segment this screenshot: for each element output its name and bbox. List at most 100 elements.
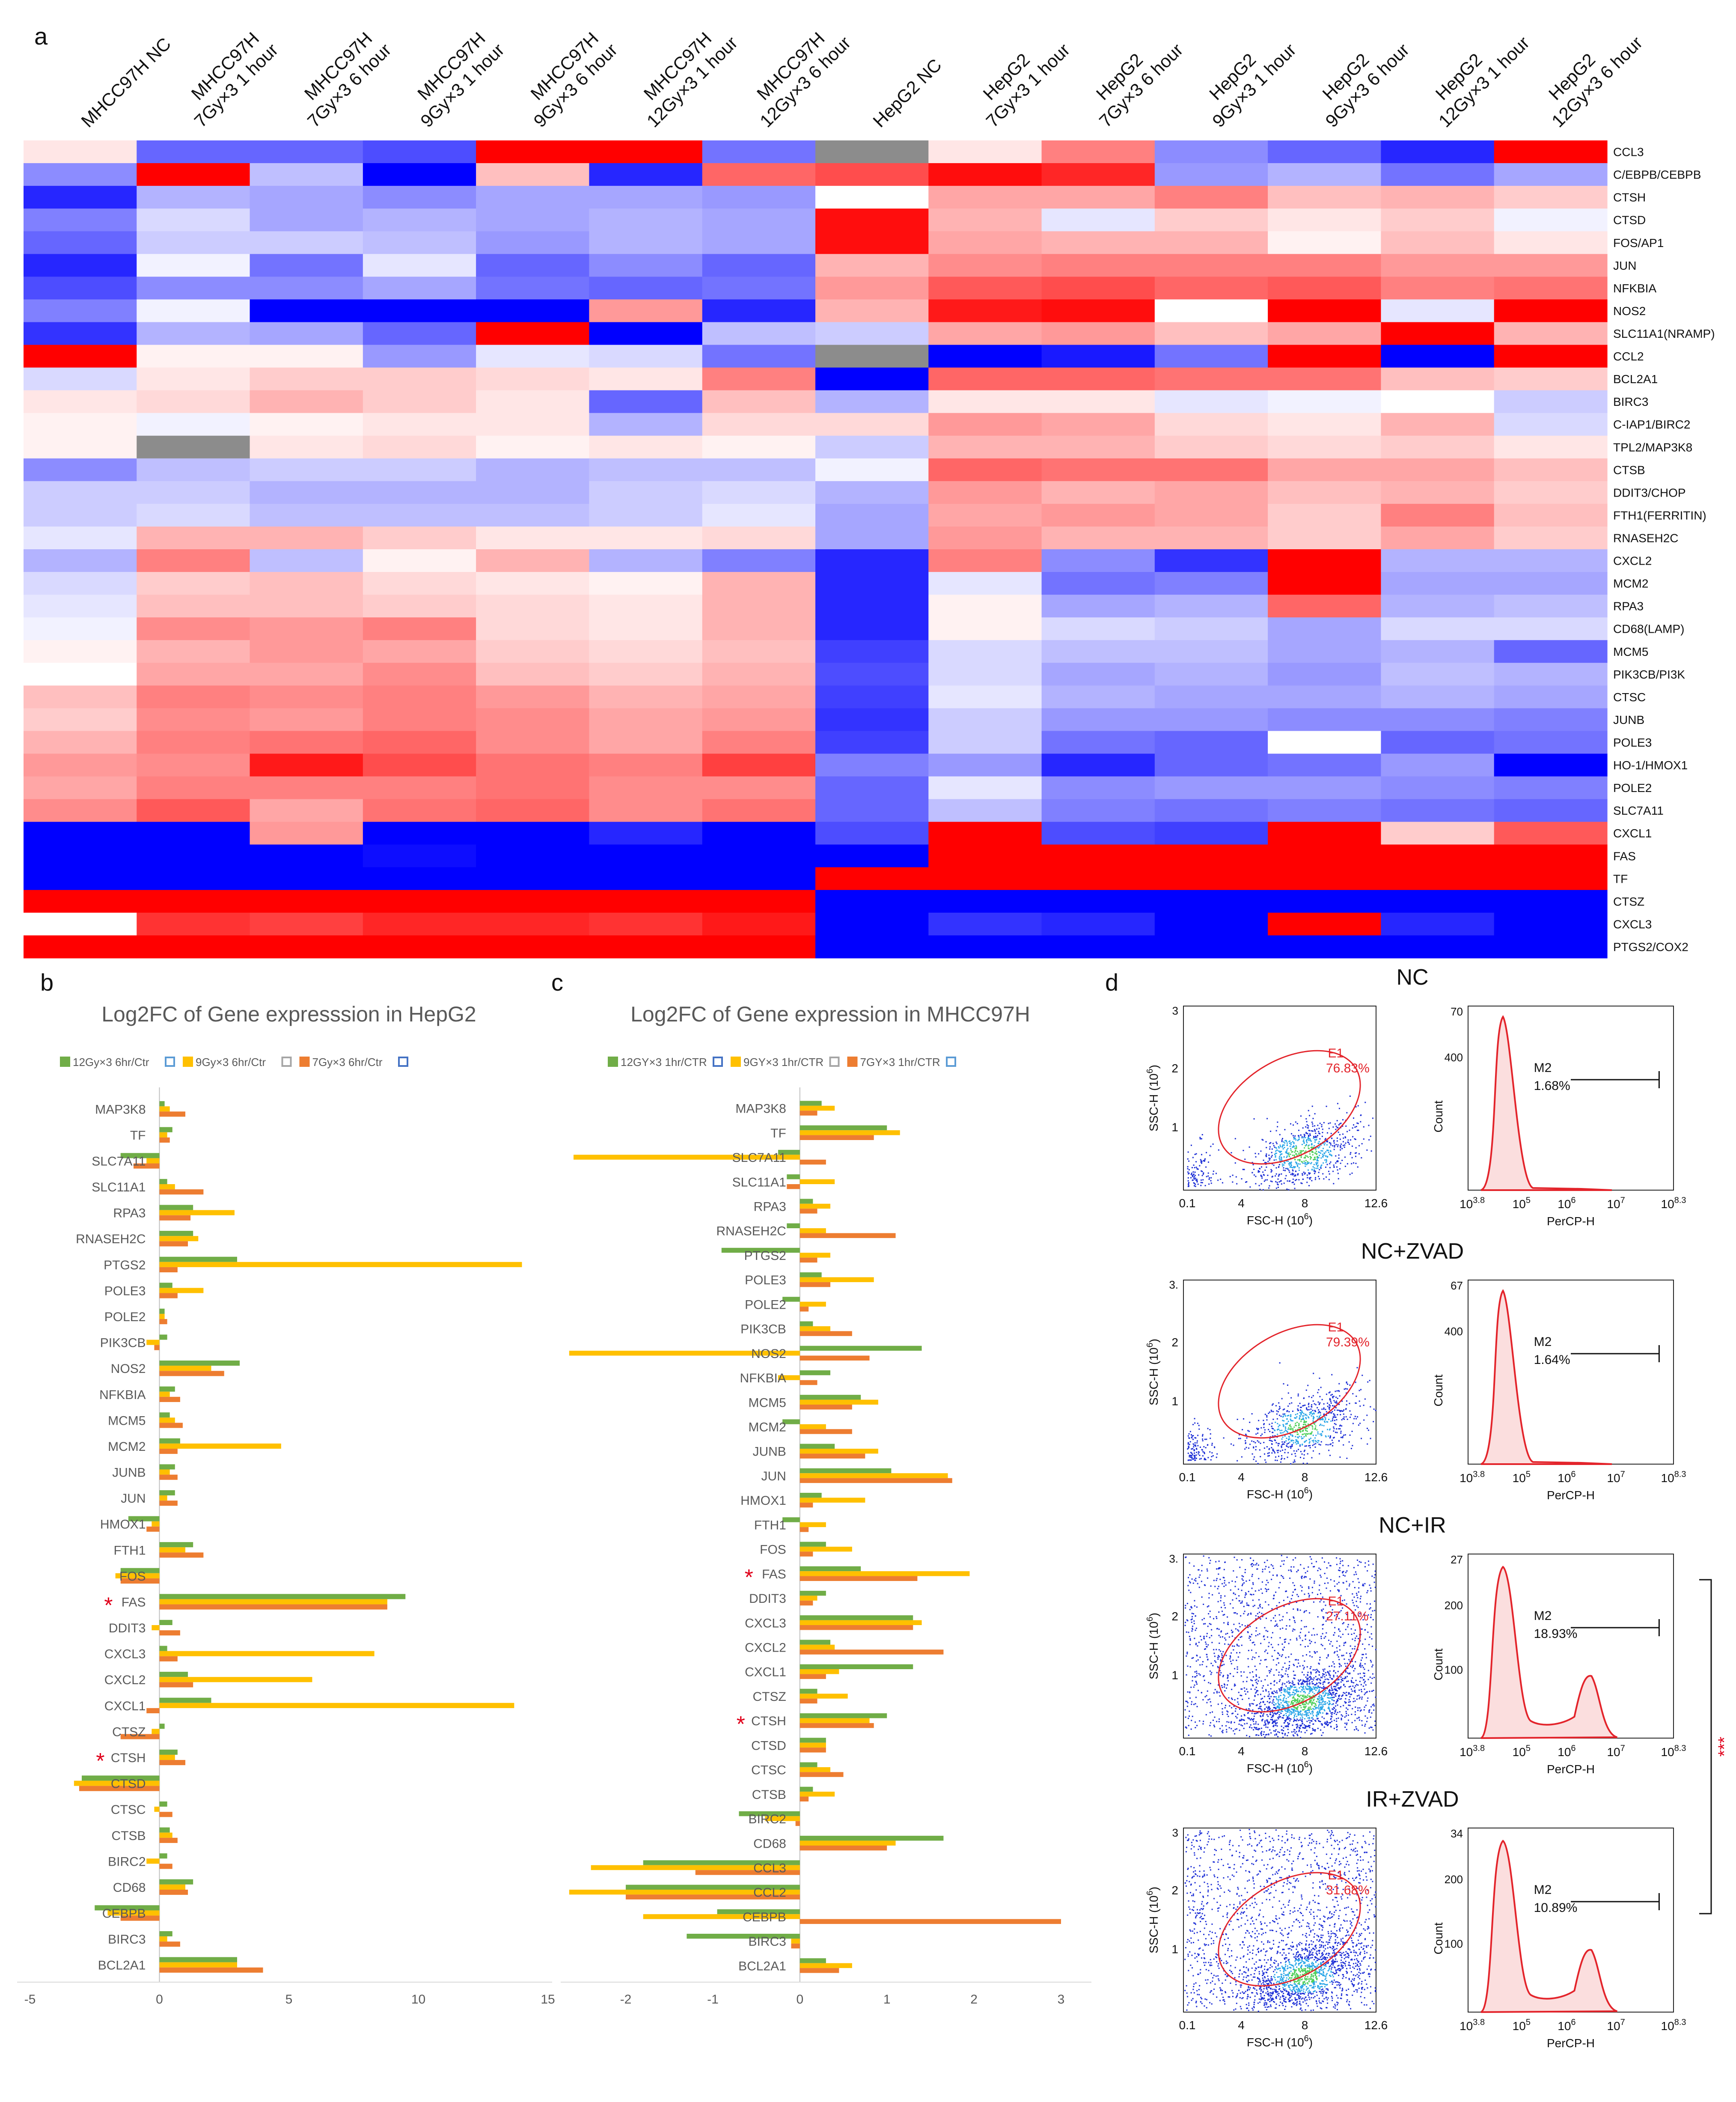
- scatter-x-tick: 12.6: [1364, 1197, 1388, 1210]
- scatter-point: [1337, 1704, 1338, 1706]
- heatmap-cell: [476, 912, 590, 936]
- scatter-point: [1328, 1708, 1330, 1710]
- scatter-point: [1234, 1612, 1235, 1614]
- scatter-point: [1295, 1429, 1296, 1431]
- heatmap-cell: [1494, 822, 1608, 845]
- bar: [800, 1527, 809, 1532]
- histogram-x-tick: 103.8: [1460, 1470, 1485, 1485]
- scatter-point: [1294, 1710, 1296, 1712]
- scatter-point: [1335, 1423, 1337, 1425]
- scatter-point: [1264, 1720, 1266, 1722]
- scatter-point: [1252, 1164, 1254, 1165]
- scatter-point: [1334, 1712, 1335, 1714]
- scatter-point: [1309, 1699, 1311, 1701]
- scatter-point: [1353, 1624, 1354, 1626]
- scatter-point: [1363, 1405, 1364, 1406]
- scatter-point: [1323, 1425, 1325, 1426]
- scatter-point: [1291, 1731, 1293, 1733]
- scatter-point: [1233, 1649, 1234, 1651]
- scatter-point: [1282, 1649, 1284, 1651]
- scatter-point: [1275, 1181, 1277, 1182]
- scatter-point: [1305, 1703, 1306, 1705]
- scatter-point: [1315, 1139, 1317, 1141]
- scatter-point: [1196, 1683, 1198, 1685]
- scatter-point: [1329, 1692, 1331, 1694]
- scatter-point: [1268, 1155, 1270, 1156]
- scatter-point: [1343, 1444, 1344, 1446]
- heatmap-cell: [363, 254, 476, 277]
- scatter-point: [1326, 1141, 1328, 1143]
- scatter-point: [1292, 1712, 1293, 1714]
- scatter-point: [1292, 1700, 1294, 1701]
- scatter-point: [1284, 1734, 1286, 1736]
- scatter-point: [1326, 1712, 1328, 1714]
- scatter-point: [1373, 1577, 1375, 1578]
- scatter-point: [1261, 1731, 1263, 1733]
- scatter-point: [1373, 1581, 1375, 1583]
- scatter-point: [1328, 1673, 1330, 1674]
- scatter-point: [1223, 1622, 1225, 1624]
- heatmap-cell: [589, 617, 703, 640]
- scatter-point: [1341, 1665, 1342, 1667]
- heatmap-cell: [1381, 140, 1495, 164]
- scatter-point: [1305, 1635, 1306, 1637]
- scatter-point: [1277, 1626, 1278, 1627]
- scatter-point: [1279, 1151, 1281, 1153]
- scatter-point: [1348, 1693, 1350, 1695]
- bar: [800, 1748, 826, 1753]
- heatmap-cell: [1041, 140, 1155, 164]
- category-label: CXCL1: [745, 1665, 786, 1679]
- scatter-point: [1305, 1638, 1306, 1640]
- heatmap-cell: [1154, 595, 1268, 618]
- scatter-point: [1356, 1418, 1357, 1420]
- scatter-point: [1247, 1614, 1248, 1616]
- scatter-point: [1201, 1179, 1202, 1181]
- scatter-point: [1308, 1145, 1309, 1147]
- histogram-x-tick-base: 10: [1661, 1197, 1674, 1211]
- scatter-point: [1338, 1569, 1340, 1571]
- scatter-point: [1364, 1668, 1365, 1670]
- scatter-y-tick: 3: [1172, 1004, 1178, 1017]
- scatter-point: [1272, 1715, 1273, 1716]
- scatter-point: [1346, 1404, 1347, 1405]
- scatter-point: [1237, 1672, 1238, 1673]
- heatmap-cell: [363, 572, 476, 595]
- scatter-point: [1251, 1727, 1253, 1729]
- scatter-point: [1314, 1141, 1316, 1143]
- heatmap-column-label: HepG2 NC: [869, 55, 945, 131]
- scatter-point: [1263, 1426, 1265, 1428]
- scatter-point: [1294, 1701, 1296, 1703]
- scatter-point: [1325, 1161, 1327, 1163]
- scatter-point: [1279, 1637, 1281, 1639]
- scatter-point: [1282, 1409, 1284, 1411]
- scatter-point: [1349, 1417, 1351, 1418]
- heatmap-cell: [702, 299, 816, 323]
- x-tick-label: 5: [285, 1992, 293, 2007]
- bar: [159, 1464, 175, 1470]
- histogram-x-tick: 105: [1513, 1470, 1531, 1485]
- scatter-point: [1227, 1674, 1228, 1676]
- scatter-point: [1278, 1707, 1280, 1709]
- scatter-point: [1306, 1139, 1308, 1140]
- scatter-point: [1323, 1701, 1325, 1703]
- scatter-point: [1252, 1582, 1254, 1584]
- scatter-point: [1290, 1429, 1292, 1430]
- scatter-point: [1300, 1725, 1302, 1727]
- scatter-point: [1306, 1174, 1308, 1176]
- scatter-point: [1313, 1137, 1315, 1138]
- scatter-point: [1302, 1162, 1304, 1164]
- scatter-point: [1290, 1598, 1292, 1600]
- scatter-point: [1316, 1718, 1318, 1720]
- scatter-point: [1317, 1135, 1318, 1137]
- scatter-point: [1298, 1138, 1300, 1140]
- scatter-point: [1302, 1600, 1304, 1602]
- heatmap-cell: [24, 367, 137, 391]
- scatter-point: [1320, 1593, 1322, 1595]
- scatter-point: [1281, 1643, 1283, 1645]
- scatter-point: [1316, 1688, 1318, 1689]
- heatmap-cell: [363, 322, 476, 345]
- scatter-point: [1238, 1438, 1240, 1439]
- heatmap-cell: [137, 799, 250, 822]
- scatter-point: [1186, 1727, 1187, 1729]
- scatter-point: [1296, 1432, 1298, 1433]
